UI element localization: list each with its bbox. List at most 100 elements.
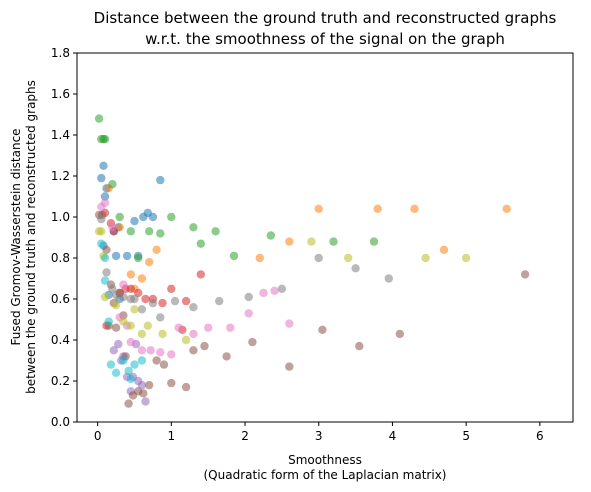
- y-tick-label-8: 1.6: [51, 87, 70, 101]
- data-point-series-8-4: [112, 301, 120, 309]
- data-point-series-2-0: [95, 114, 103, 122]
- data-point-series-2-12: [197, 240, 205, 248]
- data-point-series-7-0: [97, 215, 105, 223]
- data-point-series-5-13: [145, 381, 153, 389]
- y-tick-label-9: 1.8: [51, 46, 70, 60]
- plot-area-frame: [77, 53, 573, 422]
- data-point-series-9-9: [138, 356, 146, 364]
- data-point-series-2-11: [189, 223, 197, 231]
- data-point-series-8-1: [97, 227, 105, 235]
- x-tick-label-5: 5: [462, 429, 470, 443]
- data-point-series-6-16: [259, 289, 267, 297]
- data-point-series-6-6: [127, 338, 135, 346]
- data-point-series-5-19: [200, 342, 208, 350]
- data-point-series-9-1: [101, 254, 109, 262]
- data-point-series-8-5: [119, 317, 127, 325]
- data-point-series-3-10: [167, 285, 175, 293]
- data-point-series-1-2: [127, 270, 135, 278]
- data-point-series-8-15: [462, 254, 470, 262]
- data-point-series-7-3: [112, 291, 120, 299]
- data-point-series-9-5: [119, 356, 127, 364]
- y-tick-label-5: 1.0: [51, 210, 70, 224]
- data-point-series-6-18: [285, 319, 293, 327]
- data-point-series-5-24: [355, 342, 363, 350]
- data-point-series-1-12: [440, 246, 448, 254]
- data-point-series-8-3: [101, 293, 109, 301]
- data-point-series-1-8: [285, 237, 293, 245]
- data-point-series-7-13: [245, 293, 253, 301]
- data-point-series-9-10: [101, 276, 109, 284]
- data-point-series-2-17: [370, 237, 378, 245]
- data-point-series-2-14: [230, 252, 238, 260]
- data-point-series-1-13: [503, 205, 511, 213]
- data-point-series-4-8: [141, 397, 149, 405]
- data-point-series-5-20: [222, 352, 230, 360]
- chart-title-line-2: w.r.t. the smoothness of the signal on t…: [145, 30, 505, 48]
- data-point-series-6-11: [175, 324, 183, 332]
- x-tick-label-6: 6: [536, 429, 544, 443]
- data-point-series-6-17: [270, 287, 278, 295]
- data-point-series-9-6: [124, 367, 132, 375]
- data-point-series-8-9: [144, 322, 152, 330]
- x-axis-label-line-1: Smoothness: [288, 453, 362, 467]
- data-point-series-8-8: [138, 330, 146, 338]
- data-point-series-7-11: [189, 303, 197, 311]
- y-axis-ticks: 0.0 0.2 0.4 0.6 0.8 1.0 1.2 1.4 1.6 1.8: [51, 46, 77, 429]
- data-point-series-8-10: [158, 330, 166, 338]
- data-point-series-7-7: [138, 305, 146, 313]
- data-point-series-6-14: [226, 324, 234, 332]
- data-point-series-8-6: [127, 322, 135, 330]
- data-point-series-6-15: [245, 309, 253, 317]
- data-point-series-0-0: [97, 174, 105, 182]
- data-point-series-0-12: [123, 252, 131, 260]
- data-point-series-3-7: [141, 295, 149, 303]
- data-point-series-3-12: [197, 270, 205, 278]
- y-axis-label-line-2: between the ground truth and reconstruct…: [24, 80, 38, 394]
- y-tick-label-2: 0.4: [51, 333, 70, 347]
- data-point-series-6-4: [119, 280, 127, 288]
- chart-title: Distance between the ground truth and re…: [94, 9, 557, 48]
- data-point-series-2-5: [116, 213, 124, 221]
- data-point-series-0-11: [112, 252, 120, 260]
- data-point-series-0-1: [99, 162, 107, 170]
- x-axis-ticks: 0 1 2 3 4 5 6: [94, 422, 544, 443]
- x-axis-label-line-2: (Quadratic form of the Laplacian matrix): [204, 468, 447, 482]
- data-point-series-5-9: [124, 399, 132, 407]
- data-point-series-2-13: [211, 227, 219, 235]
- data-point-series-7-17: [385, 274, 393, 282]
- data-point-series-2-6: [127, 227, 135, 235]
- data-point-series-6-13: [204, 324, 212, 332]
- scatter-points: [95, 114, 529, 407]
- data-point-series-7-15: [315, 254, 323, 262]
- data-point-series-7-14: [278, 285, 286, 293]
- data-point-series-7-8: [149, 299, 157, 307]
- data-point-series-8-11: [182, 336, 190, 344]
- x-tick-label-4: 4: [389, 429, 397, 443]
- chart-title-line-1: Distance between the ground truth and re…: [94, 9, 557, 27]
- data-point-series-7-16: [351, 264, 359, 272]
- y-tick-label-4: 0.8: [51, 251, 70, 265]
- data-point-series-6-1: [101, 199, 109, 207]
- data-point-series-5-16: [167, 379, 175, 387]
- data-point-series-8-13: [344, 254, 352, 262]
- data-point-series-5-5: [112, 324, 120, 332]
- x-tick-label-0: 0: [94, 429, 102, 443]
- data-point-series-0-6: [130, 217, 138, 225]
- data-point-series-1-10: [374, 205, 382, 213]
- data-point-series-6-8: [147, 346, 155, 354]
- data-point-series-5-12: [139, 389, 147, 397]
- data-point-series-9-2: [105, 317, 113, 325]
- data-point-series-9-0: [97, 240, 105, 248]
- data-point-series-5-25: [396, 330, 404, 338]
- x-tick-label-1: 1: [168, 429, 176, 443]
- data-point-series-3-11: [182, 297, 190, 305]
- data-point-series-2-4: [108, 180, 116, 188]
- data-point-series-3-9: [158, 299, 166, 307]
- data-point-series-5-15: [160, 360, 168, 368]
- data-point-series-1-4: [138, 274, 146, 282]
- data-point-series-5-21: [248, 338, 256, 346]
- data-point-series-5-26: [521, 270, 529, 278]
- data-point-series-2-7: [134, 254, 142, 262]
- data-point-series-7-6: [130, 295, 138, 303]
